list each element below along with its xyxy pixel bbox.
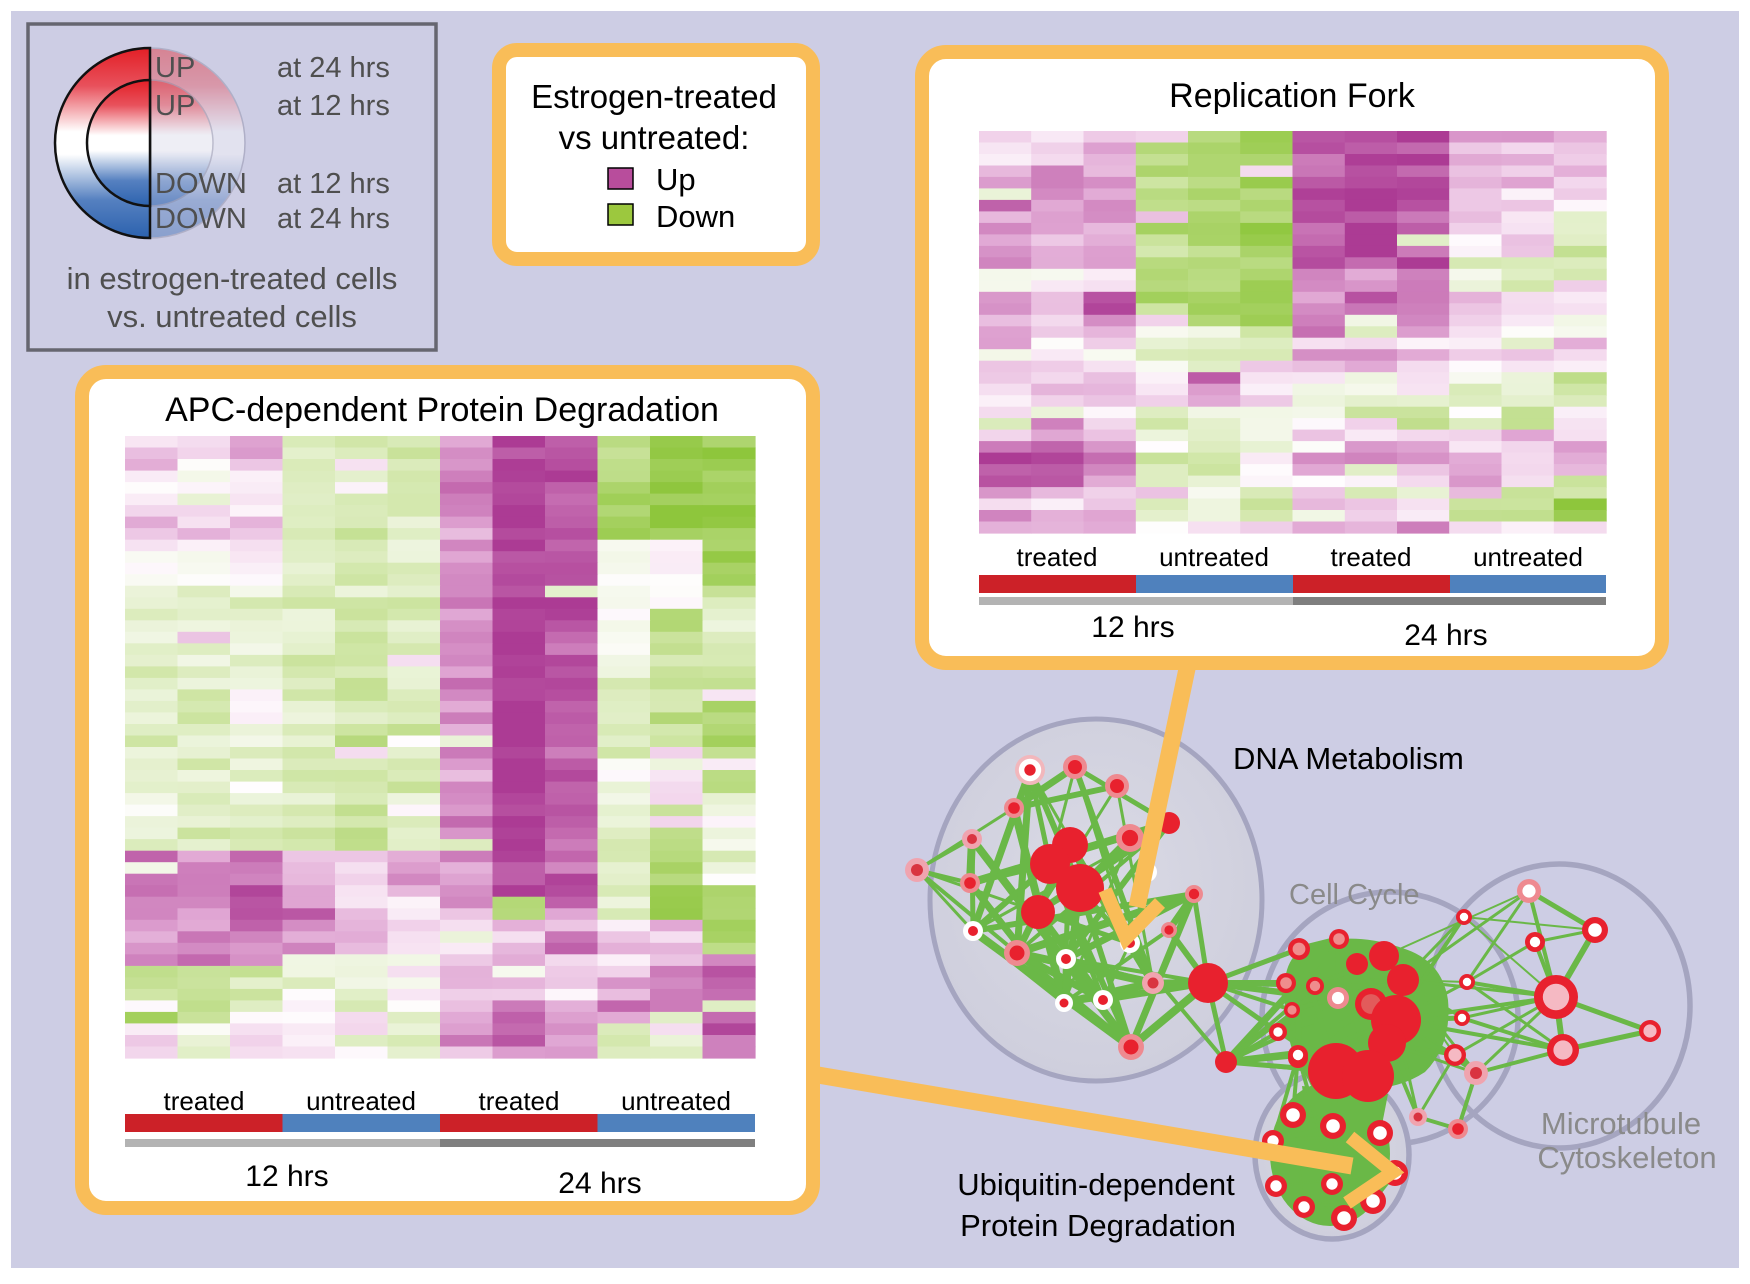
svg-text:treated: treated <box>164 1086 245 1116</box>
svg-text:DOWN: DOWN <box>155 203 247 235</box>
svg-text:Cell Cycle: Cell Cycle <box>1289 879 1420 911</box>
svg-text:12 hrs: 12 hrs <box>245 1160 328 1193</box>
svg-text:treated: treated <box>1331 542 1412 572</box>
svg-text:UP: UP <box>155 90 195 122</box>
svg-text:at 12 hrs: at 12 hrs <box>277 90 390 122</box>
svg-text:24 hrs: 24 hrs <box>558 1167 641 1200</box>
svg-text:Protein Degradation: Protein Degradation <box>960 1208 1236 1243</box>
svg-text:treated: treated <box>479 1086 560 1116</box>
svg-text:vs. untreated cells: vs. untreated cells <box>107 299 357 334</box>
svg-text:treated: treated <box>1017 542 1098 572</box>
svg-text:untreated: untreated <box>621 1086 731 1116</box>
svg-text:untreated: untreated <box>1473 542 1583 572</box>
svg-text:Cytoskeleton: Cytoskeleton <box>1537 1140 1716 1175</box>
svg-text:Ubiquitin-dependent: Ubiquitin-dependent <box>957 1167 1235 1202</box>
svg-text:Microtubule: Microtubule <box>1541 1106 1701 1141</box>
svg-text:in estrogen-treated cells: in estrogen-treated cells <box>67 261 398 296</box>
svg-text:24 hrs: 24 hrs <box>1404 619 1487 652</box>
svg-text:Up: Up <box>656 162 696 197</box>
svg-text:at 12 hrs: at 12 hrs <box>277 168 390 200</box>
svg-text:at 24 hrs: at 24 hrs <box>277 52 390 84</box>
svg-text:DOWN: DOWN <box>155 168 247 200</box>
svg-text:Down: Down <box>656 199 735 234</box>
svg-text:untreated: untreated <box>306 1086 416 1116</box>
svg-text:Replication Fork: Replication Fork <box>1169 77 1416 115</box>
svg-text:DNA Metabolism: DNA Metabolism <box>1233 741 1464 776</box>
svg-text:Estrogen-treated: Estrogen-treated <box>531 78 777 115</box>
svg-text:vs untreated:: vs untreated: <box>559 119 750 156</box>
svg-text:UP: UP <box>155 52 195 84</box>
svg-text:APC-dependent Protein Degradat: APC-dependent Protein Degradation <box>165 391 719 429</box>
svg-text:at 24 hrs: at 24 hrs <box>277 203 390 235</box>
svg-text:12 hrs: 12 hrs <box>1091 611 1174 644</box>
svg-text:untreated: untreated <box>1159 542 1269 572</box>
